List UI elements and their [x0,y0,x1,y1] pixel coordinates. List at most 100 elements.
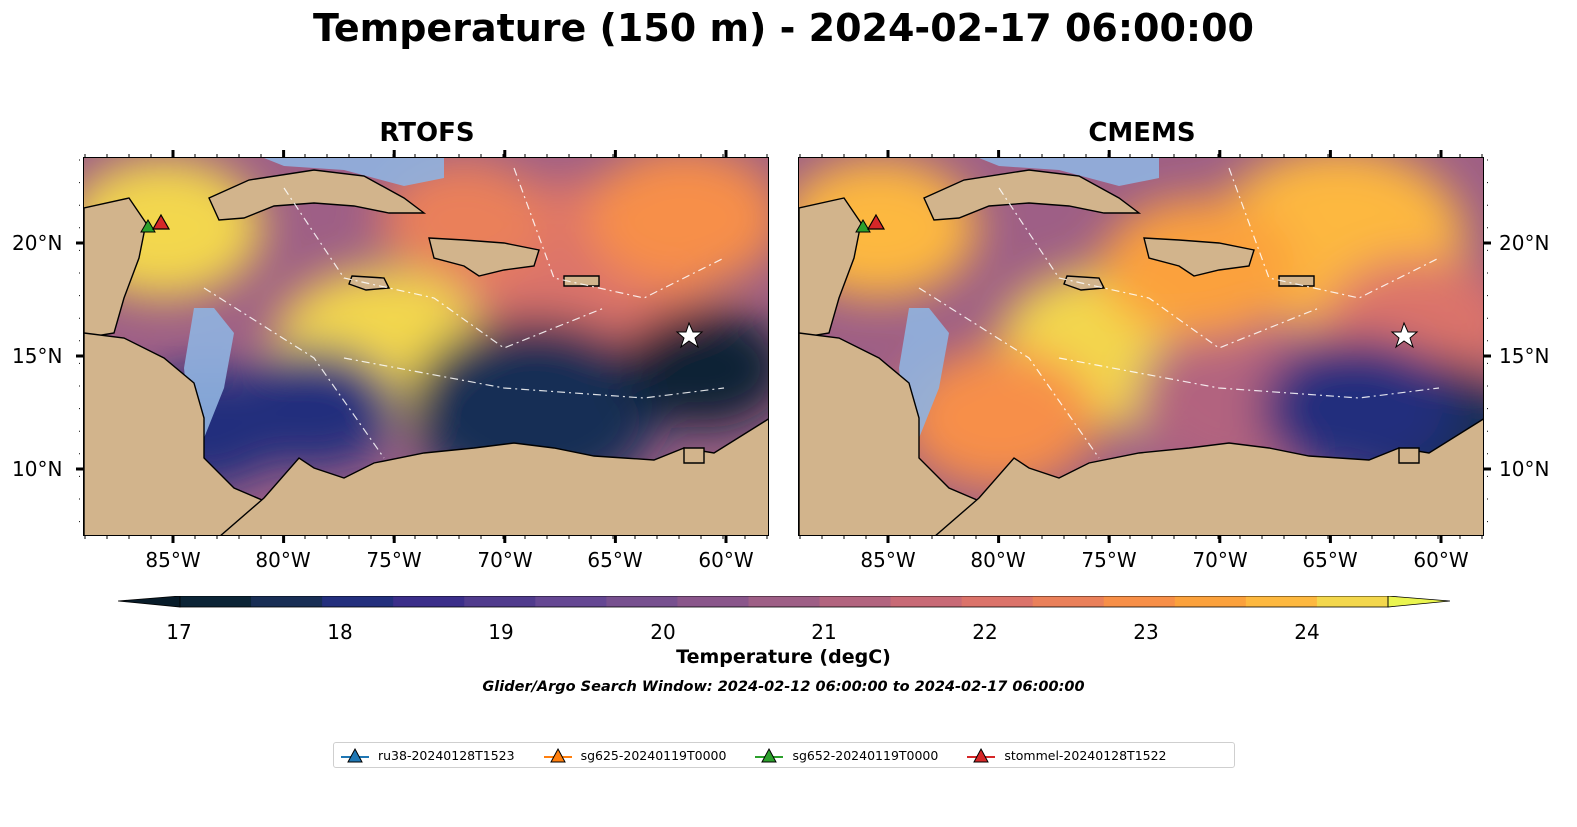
colorbar-tick-label: 21 [811,620,837,644]
colorbar-tick-label: 18 [327,620,353,644]
lon-tick-label: 85°W [860,548,916,572]
bahama-bank [264,158,444,186]
map-cmems-canvas [799,158,1483,535]
cuba-land [923,169,1142,221]
legend-label: stommel-20240128T1522 [1004,747,1167,763]
boundary-line [1058,357,1440,399]
lon-tick-label: 80°W [255,548,311,572]
lat-tick-label: 20°N [1499,231,1550,255]
legend-label: sg625-20240119T0000 [580,747,727,763]
legend-item: sg652-20240119T0000 [754,746,938,764]
lon-tick-label: 65°W [1302,548,1358,572]
colorbar-segment [393,596,465,607]
colorbar-title: Temperature (degC) [676,646,891,668]
temperature-patch [620,308,768,428]
colorbar-segment [180,596,252,607]
central-america-land [84,332,313,535]
boundary-line [918,287,1100,459]
colorbar-segment [1174,596,1247,607]
boundary-line [1228,167,1440,299]
colorbar-tick-label: 23 [1133,620,1159,644]
colorbar-tick-label: 22 [972,620,998,644]
south-america-land [935,418,1483,535]
lon-tick-label: 70°W [1192,548,1248,572]
star-marker [1390,321,1419,349]
bahama-bank [979,158,1159,186]
colorbar [118,596,1450,608]
boundary-line [343,357,725,399]
temperature-patch [901,348,1097,488]
boundary-line [513,167,725,299]
colorbar-segment [606,596,678,607]
temperature-patch [586,158,768,288]
legend-item: stommel-20240128T1522 [966,746,1167,764]
cuba-land [208,169,427,221]
boundary-line [203,287,385,459]
puerto-rico-land [1278,275,1315,287]
panel-title-cmems: CMEMS [1088,118,1196,148]
map-cmems [798,157,1484,536]
colorbar-segment [535,596,607,607]
lon-tick-label: 85°W [145,548,201,572]
figure-title: Temperature (150 m) - 2024-02-17 06:00:0… [312,6,1254,50]
colorbar-frame [179,596,1389,608]
colorbar-segment [677,596,749,607]
lon-tick-label: 75°W [1081,548,1137,572]
temperature-patch [1261,338,1457,478]
lon-tick-label: 70°W [477,548,533,572]
lon-tick-label: 60°W [698,548,754,572]
trinidad-land [1398,447,1420,464]
map-rtofs [83,157,769,536]
boundary-line [283,187,605,349]
lon-tick-label: 60°W [1413,548,1469,572]
triangle-marker-icon [543,747,572,763]
legend-label: ru38-20240128T1523 [378,747,515,763]
colorbar-segment [890,596,963,607]
legend-item: ru38-20240128T1523 [340,746,515,764]
colorbar-segment [1032,596,1105,607]
colorbar-segment [961,596,1034,607]
map-rtofs-canvas [84,158,768,535]
colorbar-segment [748,596,821,607]
glider-marker-stommel [151,213,171,230]
legend-label: sg652-20240119T0000 [792,747,939,763]
colorbar-extend-max [1387,596,1450,608]
south-america-land [220,418,768,535]
lon-tick-label: 65°W [587,548,643,572]
hispaniola-land [428,237,540,277]
colorbar-tick-label: 24 [1294,620,1320,644]
triangle-marker-icon [341,747,369,763]
colorbar-tick-label: 17 [166,620,192,644]
glider-marker-sg652 [855,219,871,233]
lat-tick-label: 10°N [1499,457,1550,481]
triangle-marker-icon [967,747,996,763]
colorbar-segment [1103,596,1176,607]
lat-tick-label: 15°N [12,344,63,368]
puerto-rico-land [563,275,600,287]
colorbar-extend-min [118,596,181,608]
star-marker [675,321,704,349]
colorbar-tick-label: 19 [488,620,514,644]
hispaniola-land [1143,237,1255,277]
colorbar-segment [1245,596,1318,607]
central-america-land [799,332,1028,535]
colorbar-segment [322,596,394,607]
lat-tick-label: 15°N [1499,344,1550,368]
lat-tick-label: 20°N [12,231,63,255]
lon-tick-label: 75°W [366,548,422,572]
lon-tick-label: 80°W [970,548,1026,572]
colorbar-segment [819,596,892,607]
legend-item: sg625-20240119T0000 [543,746,727,764]
colorbar-segment [251,596,323,607]
lat-tick-label: 10°N [12,457,63,481]
panel-title-rtofs: RTOFS [379,118,475,148]
boundary-line [998,187,1320,349]
colorbar-segment [1316,596,1389,607]
glider-marker-sg652 [140,219,156,233]
legend: ru38-20240128T1523 sg625-20240119T0000 s… [333,742,1235,768]
colorbar-tick-label: 20 [650,620,676,644]
glider-marker-stommel [866,213,886,230]
triangle-marker-icon [755,747,784,763]
search-window-note: Glider/Argo Search Window: 2024-02-12 06… [482,679,1085,695]
